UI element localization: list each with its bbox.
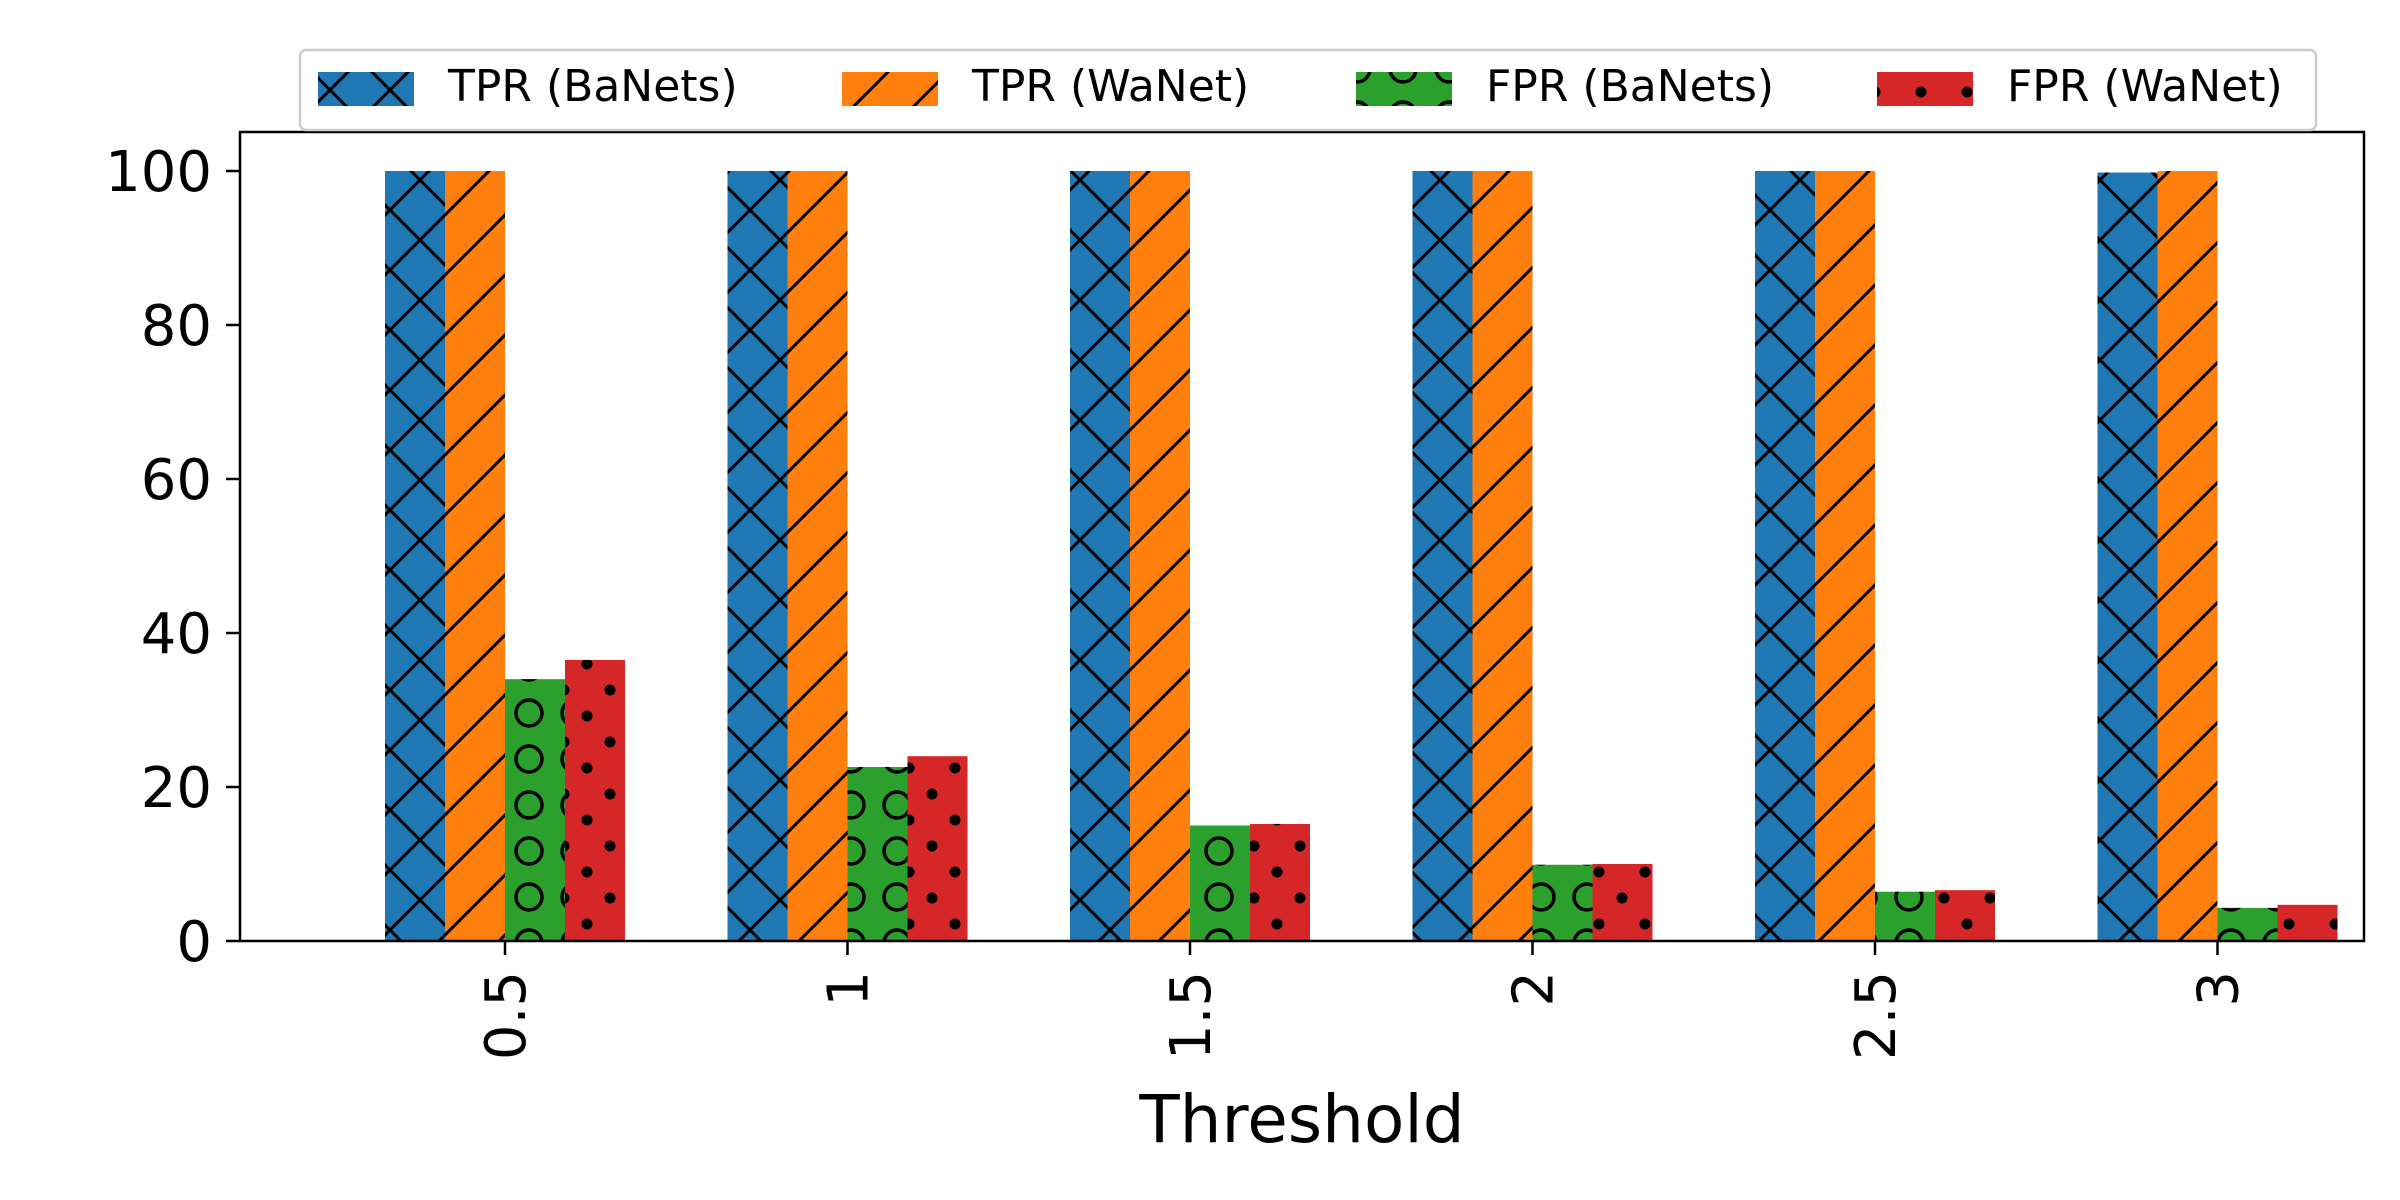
bar-hatch-fpr-banets-3 (2217, 907, 2278, 941)
bar-hatch-fpr-banets-1_5 (1190, 825, 1250, 941)
x-tick-label: 1.5 (1159, 971, 1224, 1060)
bar-hatch-tpr-wanet-1_5 (1130, 171, 1190, 941)
y-tick-label: 80 (141, 294, 212, 359)
x-tick-label: 1 (817, 971, 882, 1007)
legend-label-fpr-banets: FPR (BaNets) (1486, 61, 1774, 112)
legend-label-tpr-banets: TPR (BaNets) (447, 61, 738, 112)
bar-hatch-tpr-banets-0_5 (385, 171, 445, 941)
axes-layer: 0 20 40 60 80 100 0.5 1 1.5 2 2.5 3 (105, 130, 2366, 1060)
bar-hatch-tpr-banets-1_5 (1070, 171, 1130, 941)
y-tick-label: 20 (141, 756, 212, 821)
bar-hatch-fpr-banets-0_5 (505, 679, 565, 941)
x-tick-label: 3 (2187, 971, 2252, 1007)
bar-hatch-tpr-wanet-1 (787, 171, 848, 941)
bar-hatch-fpr-banets-2 (1532, 864, 1593, 941)
legend-frame (298, 48, 2318, 132)
legend: TPR (BaNets) TPR (WaNet) FPR (BaNets) FPR (… (298, 48, 2318, 132)
bar-hatch-fpr-banets-1 (847, 766, 908, 941)
bar-hatch-fpr-wanet-2_5 (1935, 890, 1995, 941)
bar-hatch-tpr-banets-3 (2097, 172, 2158, 942)
bar-hatch-tpr-wanet-0_5 (445, 171, 505, 941)
legend-label-tpr-wanet: TPR (WaNet) (971, 61, 1249, 112)
legend-swatch-hatch-tpr-banets (318, 72, 414, 106)
x-tick-label: 0.5 (474, 971, 539, 1060)
bar-hatch-tpr-banets-2_5 (1755, 171, 1815, 941)
x-tick-label: 2 (1502, 971, 1567, 1007)
y-tick-label: 40 (141, 602, 212, 667)
y-tick-label: 100 (105, 140, 212, 205)
legend-label-fpr-wanet: FPR (WaNet) (2007, 61, 2283, 112)
bar-hatch-fpr-wanet-1 (907, 756, 968, 941)
bar-hatch-tpr-wanet-3 (2157, 171, 2218, 941)
y-tick-label: 60 (141, 448, 212, 513)
bar-hatch-fpr-wanet-1_5 (1250, 823, 1310, 941)
bar-hatch-tpr-banets-2 (1412, 171, 1473, 941)
x-tick-label: 2.5 (1844, 971, 1909, 1060)
bar-hatch-tpr-wanet-2_5 (1815, 171, 1875, 941)
bar-hatch-fpr-banets-2_5 (1875, 891, 1935, 941)
bar-hatch-fpr-wanet-2 (1592, 864, 1653, 941)
bars-layer (385, 171, 2338, 942)
legend-swatch-hatch-fpr-banets (1356, 72, 1452, 106)
bar-hatch-tpr-banets-1 (727, 171, 788, 941)
bar-hatch-tpr-wanet-2 (1472, 171, 1533, 941)
bar-hatch-fpr-wanet-3 (2277, 904, 2338, 941)
legend-swatch-hatch-tpr-wanet (842, 72, 938, 106)
legend-swatch-hatch-fpr-wanet (1877, 72, 1973, 106)
y-tick-label: 0 (176, 910, 212, 975)
x-axis-label: Threshold (1138, 1081, 1464, 1158)
plot-frame (238, 130, 2366, 943)
bar-hatch-fpr-wanet-0_5 (565, 659, 625, 941)
